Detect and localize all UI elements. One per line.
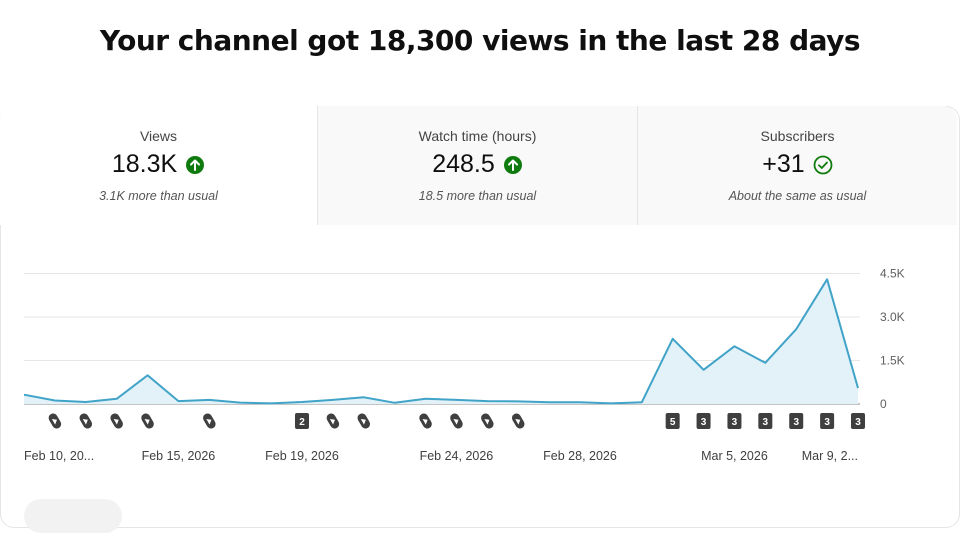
- tab-views[interactable]: Views 18.3K 3.1K more than usual: [0, 106, 317, 225]
- see-more-button[interactable]: [24, 499, 122, 533]
- tab-watch-time[interactable]: Watch time (hours) 248.5 18.5 more than …: [317, 106, 637, 225]
- metric-value: +31: [762, 150, 805, 178]
- metric-value: 18.3K: [111, 150, 178, 178]
- arrow-up-circle-icon: [186, 155, 205, 174]
- check-circle-icon: [813, 155, 833, 174]
- tab-subscribers[interactable]: Subscribers +31 About the same as usual: [637, 106, 957, 225]
- metric-tabs: Views 18.3K 3.1K more than usual Watch t…: [0, 106, 957, 225]
- comparison-text: 3.1K more than usual: [99, 189, 218, 203]
- metric-value: 248.5: [432, 150, 495, 178]
- comparison-text: 18.5 more than usual: [418, 189, 537, 203]
- tab-label: Subscribers: [760, 128, 835, 144]
- page-title: Your channel got 18,300 views in the las…: [99, 24, 861, 57]
- comparison-text: About the same as usual: [728, 189, 867, 203]
- tab-label: Views: [139, 128, 178, 144]
- tab-label: Watch time (hours): [418, 128, 537, 144]
- arrow-up-circle-icon: [503, 155, 522, 174]
